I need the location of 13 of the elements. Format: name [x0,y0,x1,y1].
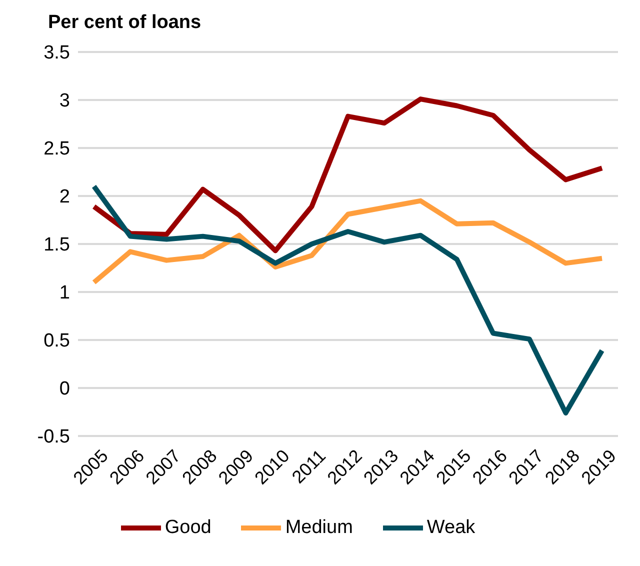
y-tick-label: 3 [59,90,70,112]
legend-label: Weak [426,517,476,538]
y-tick-label: 0.5 [44,330,70,352]
y-tick-label: 1 [59,282,70,304]
y-tick-label: -0.5 [37,426,70,448]
legend-label: Medium [285,517,353,538]
y-axis-title: Per cent of loans [48,12,202,34]
y-tick-label: 2 [59,186,70,208]
legend-label: Good [164,517,212,538]
y-tick-label: 1.5 [44,234,70,256]
y-tick-label: 3.5 [44,42,70,64]
y-tick-label: 2.5 [44,138,70,160]
y-tick-label: 0 [59,378,70,400]
